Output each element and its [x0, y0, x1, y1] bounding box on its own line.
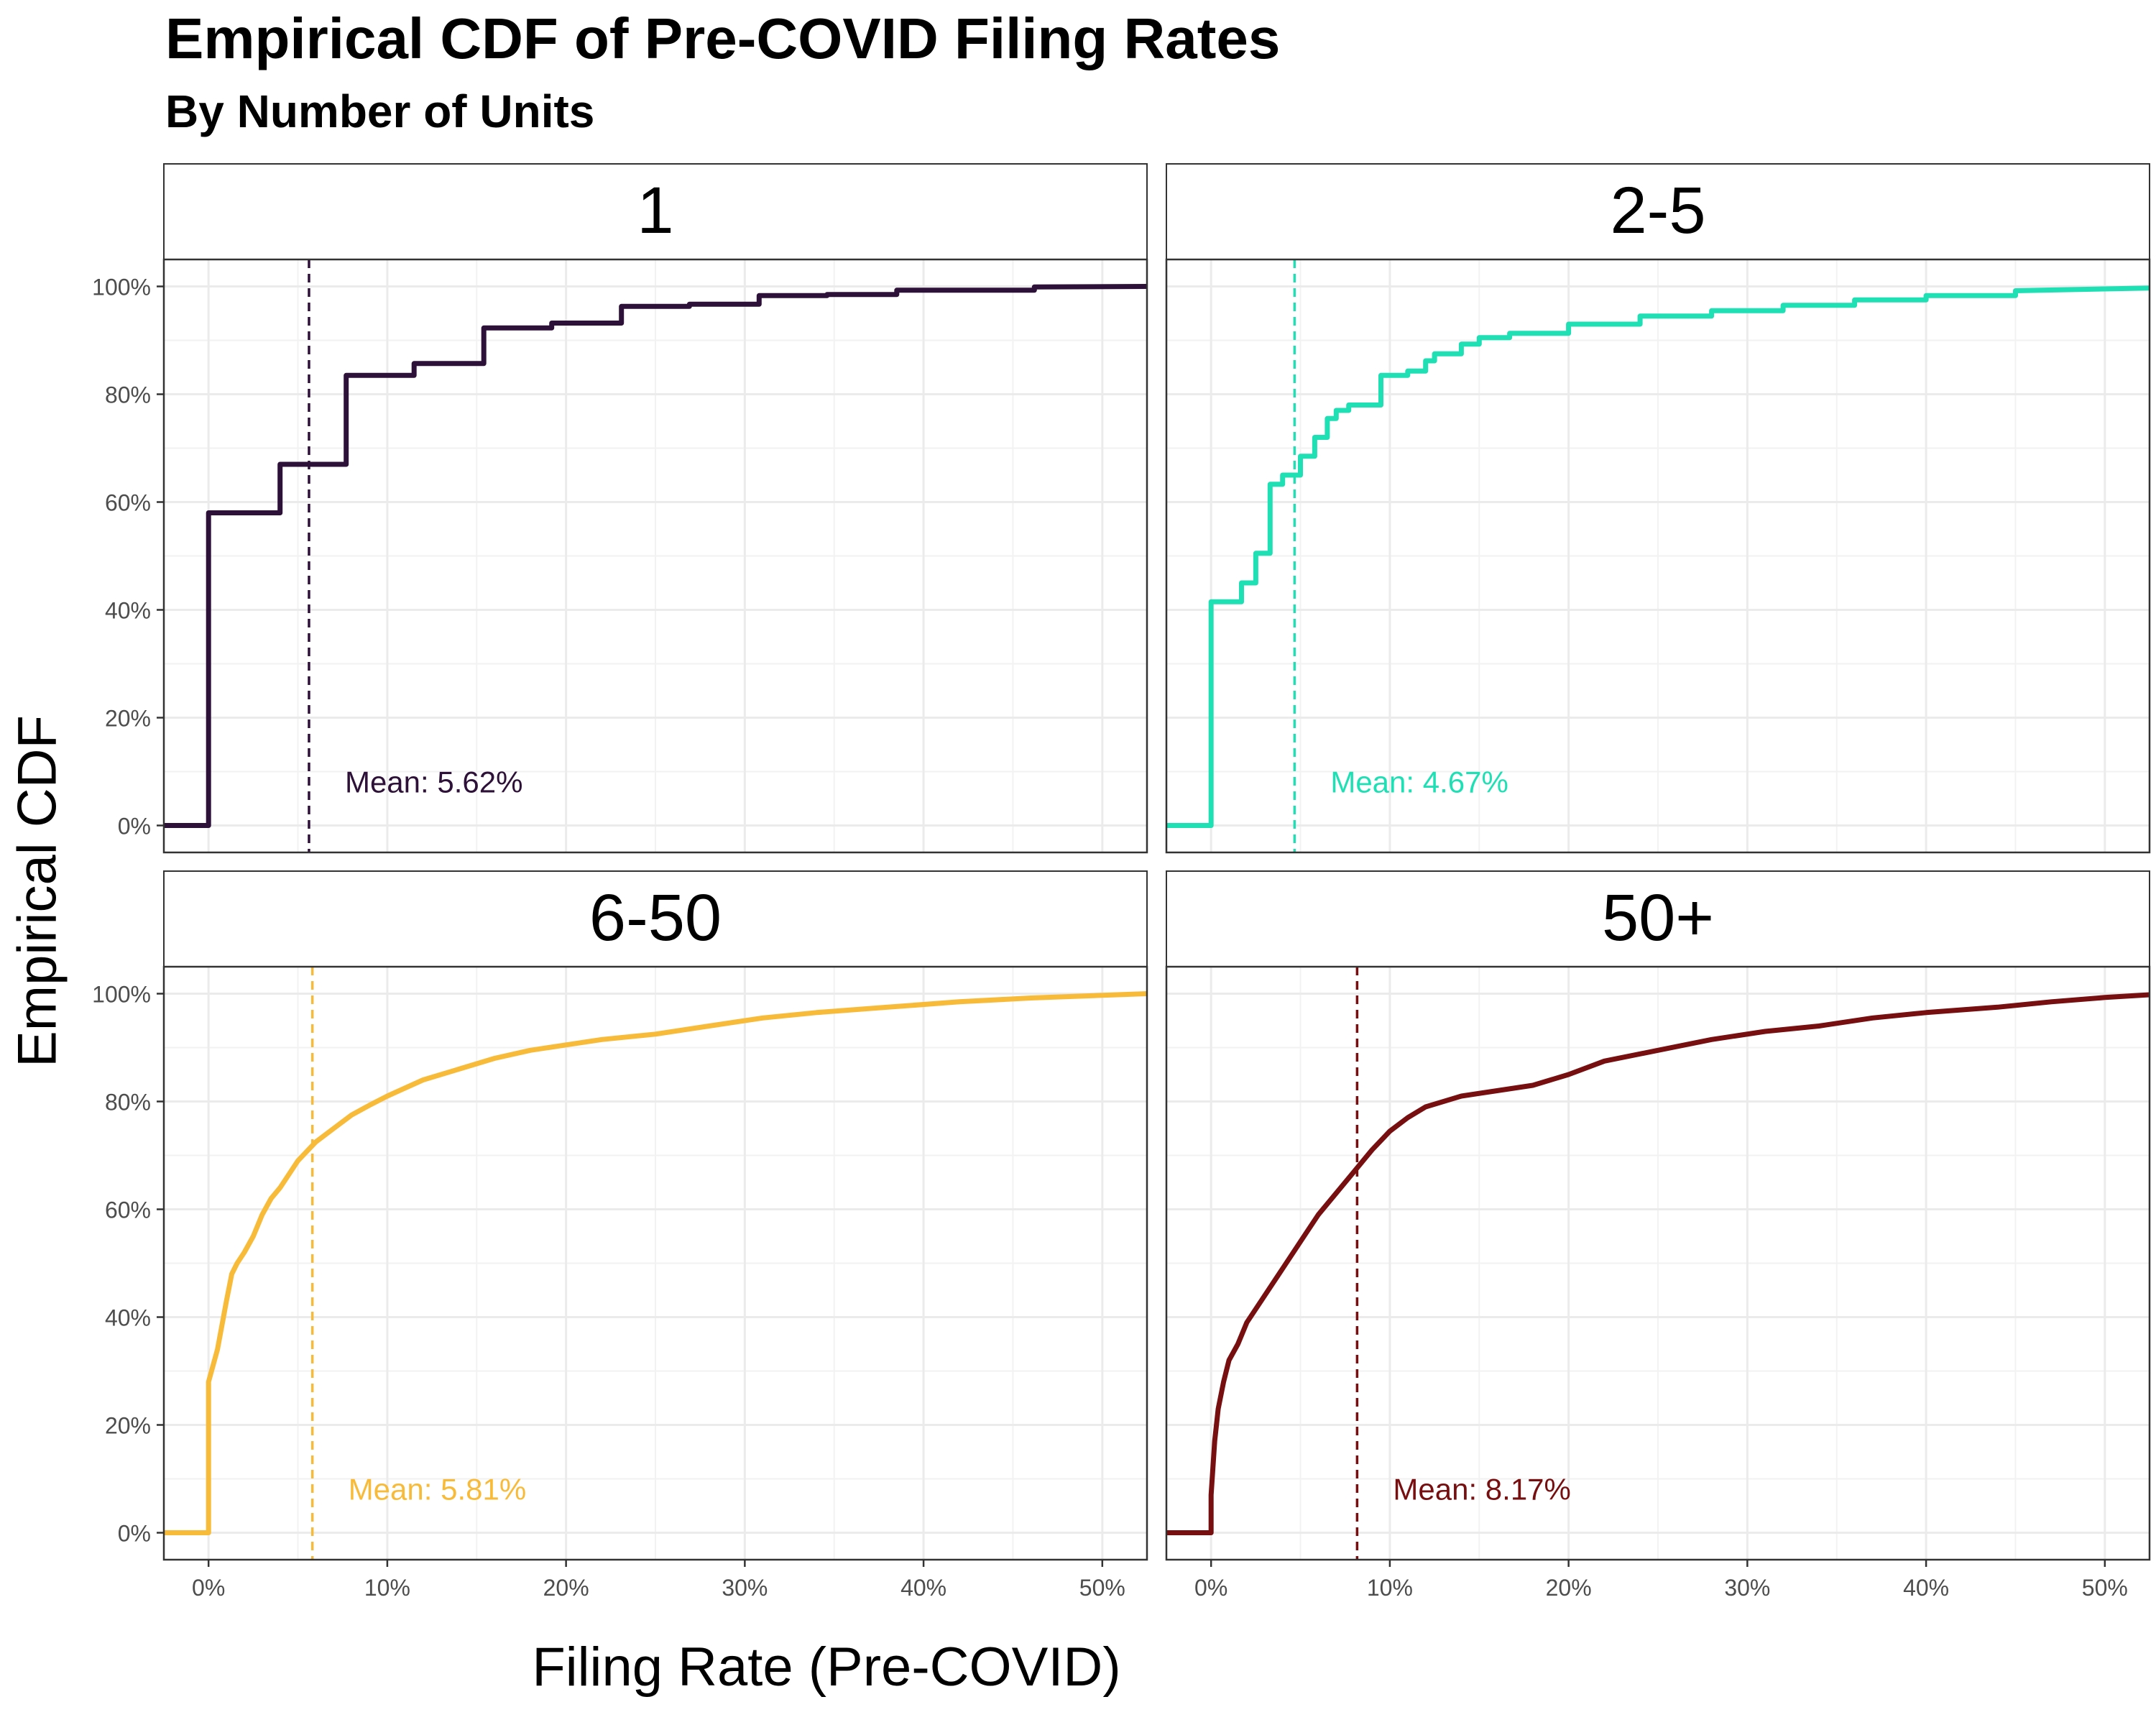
y-tick-label: 0%	[118, 1521, 151, 1547]
mean-label: Mean: 5.81%	[349, 1473, 527, 1506]
y-tick-label: 20%	[105, 706, 151, 732]
y-tick-label: 100%	[92, 275, 151, 300]
x-tick-label: 0%	[1194, 1575, 1227, 1601]
y-tick-label: 60%	[105, 490, 151, 516]
x-tick-label: 20%	[543, 1575, 589, 1601]
y-tick-label: 100%	[92, 982, 151, 1008]
x-tick-label: 30%	[722, 1575, 768, 1601]
facet-panel-6-50: 6-50 Mean: 5.81% 0% 20% 40% 60% 80% 100% 0% 10% 20…	[92, 870, 1148, 1601]
x-tick-label: 40%	[900, 1575, 946, 1601]
facet-strip	[1166, 870, 2150, 967]
x-tick-label: 50%	[2082, 1575, 2128, 1601]
x-tick-label: 20%	[1546, 1575, 1592, 1601]
y-tick-label: 40%	[105, 1305, 151, 1331]
ecdf-line	[164, 284, 1148, 828]
mean-label: Mean: 5.62%	[345, 765, 523, 799]
x-axis-label: Filing Rate (Pre-COVID)	[532, 1637, 1121, 1698]
x-tick-label: 50%	[1079, 1575, 1125, 1601]
ecdf-line	[1166, 992, 2150, 1535]
ecdf-line	[1166, 285, 2150, 828]
y-tick-label: 20%	[105, 1413, 151, 1439]
ecdf-line	[164, 991, 1148, 1535]
facet-panel-50+: 50+ Mean: 8.17% 0% 10% 20% 30% 40% 50%	[1165, 870, 2151, 1601]
facet-panel-1: 1 Mean: 5.62% 0% 20% 40% 60% 80% 100%	[92, 163, 1148, 854]
y-tick-label: 0%	[118, 814, 151, 840]
mean-label: Mean: 4.67%	[1330, 765, 1508, 799]
x-tick-label: 0%	[192, 1575, 225, 1601]
y-tick-label: 60%	[105, 1197, 151, 1223]
x-tick-label: 10%	[1367, 1575, 1413, 1601]
x-tick-label: 10%	[364, 1575, 410, 1601]
facet-strip	[163, 870, 1148, 967]
facet-strip-label: 1	[637, 174, 673, 247]
panel-border	[1165, 965, 2151, 1561]
facet-strip	[163, 163, 1148, 260]
x-tick-label: 30%	[1724, 1575, 1770, 1601]
facet-panel-2-5: 2-5 Mean: 4.67%	[1165, 163, 2151, 854]
x-tick-label: 40%	[1903, 1575, 1949, 1601]
panel-border	[162, 965, 1148, 1561]
panel-border	[1165, 258, 2151, 854]
facet-strip	[1166, 163, 2150, 260]
y-tick-label: 40%	[105, 598, 151, 624]
chart-title: Empirical CDF of Pre-COVID Filing Rates	[165, 6, 1281, 70]
y-tick-label: 80%	[105, 1090, 151, 1116]
facet-strip-label: 50+	[1602, 881, 1714, 954]
chart-subtitle: By Number of Units	[165, 86, 595, 137]
mean-label: Mean: 8.17%	[1393, 1473, 1571, 1506]
facet-strip-label: 2-5	[1611, 174, 1706, 247]
panel-border	[162, 258, 1148, 854]
facet-strip-label: 6-50	[589, 881, 722, 954]
y-tick-label: 80%	[105, 382, 151, 408]
